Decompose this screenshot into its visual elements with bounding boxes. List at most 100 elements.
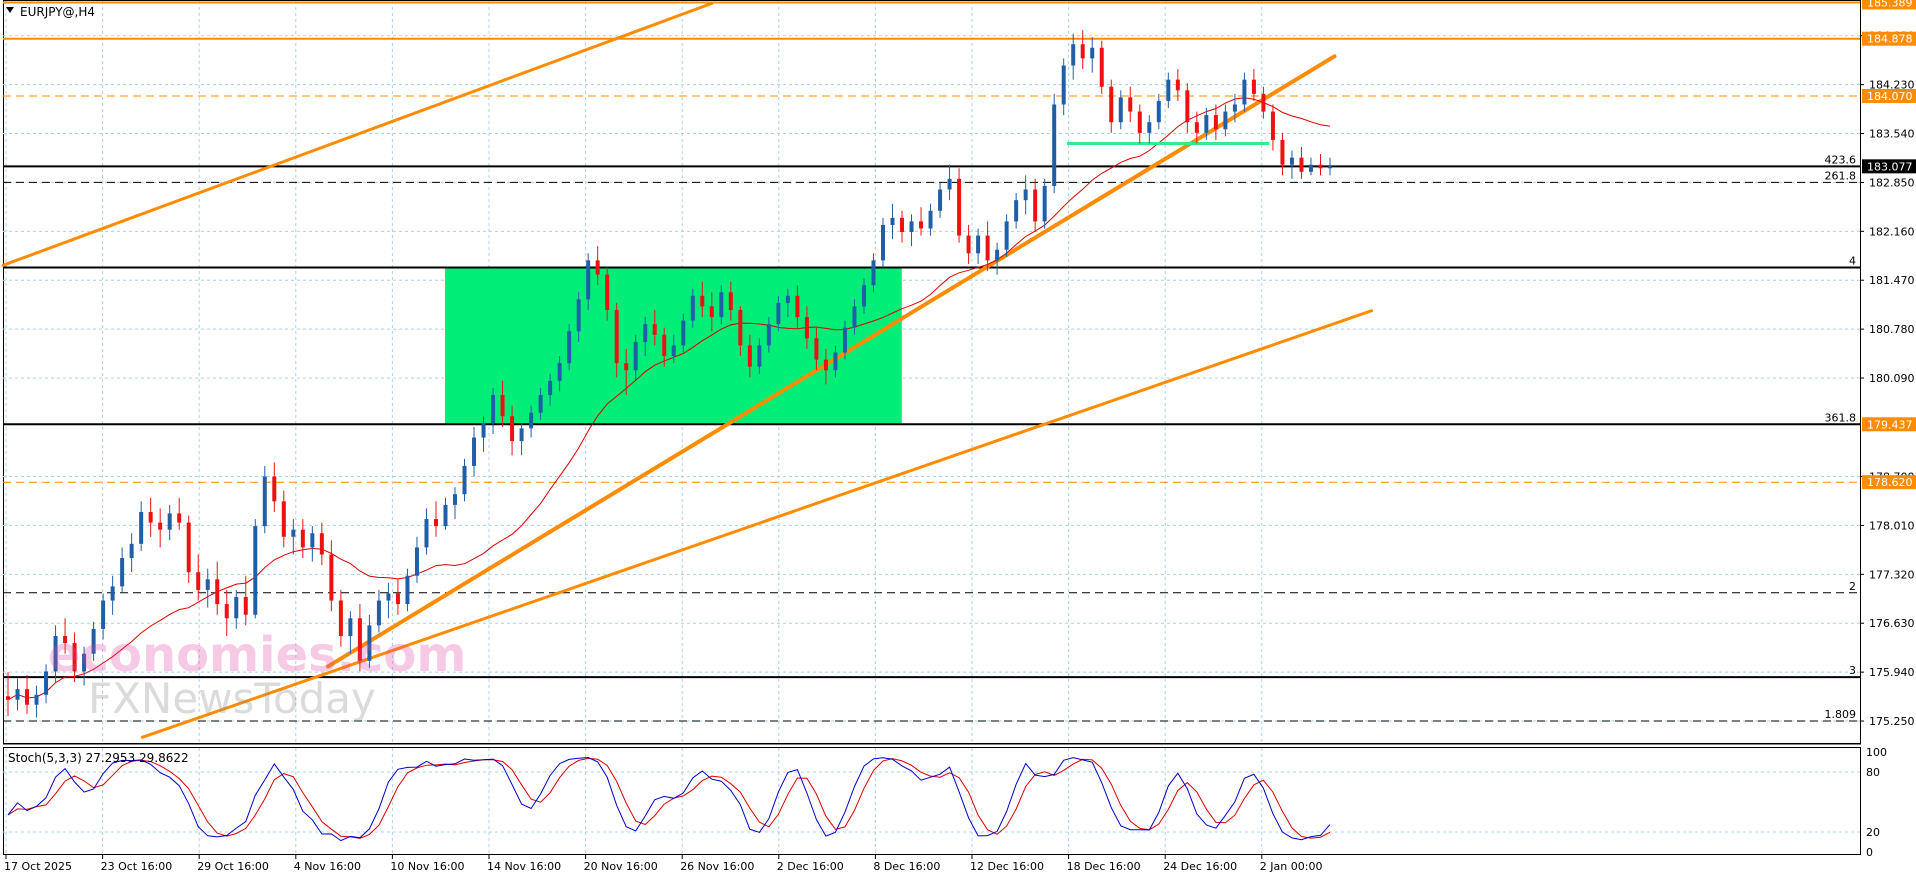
candle-body[interactable] <box>1213 115 1218 130</box>
candle-body[interactable] <box>25 689 30 705</box>
candle-body[interactable] <box>1071 44 1076 66</box>
candle-body[interactable] <box>310 533 315 548</box>
candle-body[interactable] <box>728 292 733 310</box>
candle-body[interactable] <box>224 604 229 619</box>
candle-body[interactable] <box>557 363 562 381</box>
candle-body[interactable] <box>595 260 600 275</box>
candle-body[interactable] <box>262 476 267 527</box>
candle-body[interactable] <box>1204 115 1209 133</box>
trendline[interactable] <box>140 309 1374 739</box>
candle-body[interactable] <box>823 359 828 371</box>
candle-body[interactable] <box>1328 166 1332 169</box>
candle-body[interactable] <box>919 221 924 229</box>
candle-body[interactable] <box>1042 185 1047 222</box>
candle-body[interactable] <box>833 352 838 371</box>
candle-body[interactable] <box>1147 122 1152 133</box>
candle-body[interactable] <box>491 395 496 424</box>
candle-body[interactable] <box>538 395 543 413</box>
candle-body[interactable] <box>44 671 49 695</box>
candle-body[interactable] <box>367 625 372 661</box>
candle-body[interactable] <box>500 395 505 417</box>
candle-body[interactable] <box>957 178 962 236</box>
candle-body[interactable] <box>1185 90 1190 123</box>
candle-body[interactable] <box>253 526 258 615</box>
candle-body[interactable] <box>110 586 115 601</box>
candle-body[interactable] <box>747 345 752 367</box>
candle-body[interactable] <box>481 423 486 438</box>
candle-body[interactable] <box>1033 189 1038 222</box>
candle-body[interactable] <box>1261 93 1266 112</box>
candle-body[interactable] <box>167 513 172 530</box>
candle-body[interactable] <box>129 543 134 559</box>
candle-body[interactable] <box>909 221 914 233</box>
candle-body[interactable] <box>405 575 410 605</box>
triangle-down-icon[interactable] <box>6 7 14 13</box>
candle-body[interactable] <box>196 572 201 590</box>
candle-body[interactable] <box>567 331 572 364</box>
candle-body[interactable] <box>34 694 39 705</box>
price-axis[interactable]: 175.250175.940176.630177.320178.010178.7… <box>1860 0 1916 859</box>
candle-body[interactable] <box>215 579 220 605</box>
candle-body[interactable] <box>281 501 286 537</box>
candle-body[interactable] <box>1194 122 1199 133</box>
candle-body[interactable] <box>472 437 477 466</box>
candle-body[interactable] <box>329 554 334 601</box>
candle-body[interactable] <box>63 635 68 644</box>
candle-body[interactable] <box>852 306 857 328</box>
candle-body[interactable] <box>1223 111 1228 130</box>
candle-body[interactable] <box>291 529 296 537</box>
candle-body[interactable] <box>633 341 638 371</box>
candle-body[interactable] <box>671 345 676 357</box>
candle-body[interactable] <box>1080 44 1085 59</box>
candle-body[interactable] <box>376 600 381 626</box>
candle-body[interactable] <box>709 306 714 318</box>
candle-body[interactable] <box>272 476 277 502</box>
candle-body[interactable] <box>900 217 905 233</box>
candle-body[interactable] <box>757 345 762 367</box>
candle-body[interactable] <box>1270 111 1275 140</box>
candle-body[interactable] <box>795 295 800 318</box>
candle-body[interactable] <box>947 178 952 190</box>
candle-body[interactable] <box>576 299 581 332</box>
candle-body[interactable] <box>529 412 534 429</box>
candle-body[interactable] <box>453 494 458 505</box>
candle-body[interactable] <box>1289 157 1294 165</box>
candle-body[interactable] <box>890 217 895 225</box>
candle-body[interactable] <box>738 309 743 346</box>
candle-body[interactable] <box>861 285 866 307</box>
candle-body[interactable] <box>186 522 191 573</box>
candle-body[interactable] <box>158 522 163 530</box>
candle-body[interactable] <box>53 635 58 672</box>
candle-body[interactable] <box>966 235 971 254</box>
candle-body[interactable] <box>1137 111 1142 133</box>
candle-body[interactable] <box>842 327 847 353</box>
candle-body[interactable] <box>243 597 248 615</box>
candle-body[interactable] <box>338 600 343 636</box>
candle-body[interactable] <box>1004 221 1009 250</box>
candle-body[interactable] <box>985 235 990 261</box>
candle-body[interactable] <box>995 249 1000 261</box>
candle-body[interactable] <box>395 593 400 605</box>
candle-body[interactable] <box>719 292 724 318</box>
candle-body[interactable] <box>1118 97 1123 123</box>
candle-body[interactable] <box>662 334 667 357</box>
candle-body[interactable] <box>652 324 657 335</box>
candle-body[interactable] <box>120 558 125 587</box>
candle-body[interactable] <box>681 320 686 346</box>
candle-body[interactable] <box>1318 164 1323 169</box>
candle-body[interactable] <box>643 324 648 342</box>
candle-body[interactable] <box>433 519 438 527</box>
candle-body[interactable] <box>386 593 391 601</box>
candle-body[interactable] <box>880 224 885 261</box>
candle-body[interactable] <box>976 235 981 254</box>
candle-body[interactable] <box>424 519 429 548</box>
candle-body[interactable] <box>928 210 933 229</box>
candle-body[interactable] <box>319 533 324 555</box>
candle-body[interactable] <box>548 380 553 396</box>
candle-body[interactable] <box>804 317 809 339</box>
candle-body[interactable] <box>91 628 96 654</box>
candle-body[interactable] <box>624 363 629 371</box>
candle-body[interactable] <box>814 338 819 360</box>
candle-body[interactable] <box>1175 79 1180 91</box>
candle-body[interactable] <box>6 696 10 700</box>
